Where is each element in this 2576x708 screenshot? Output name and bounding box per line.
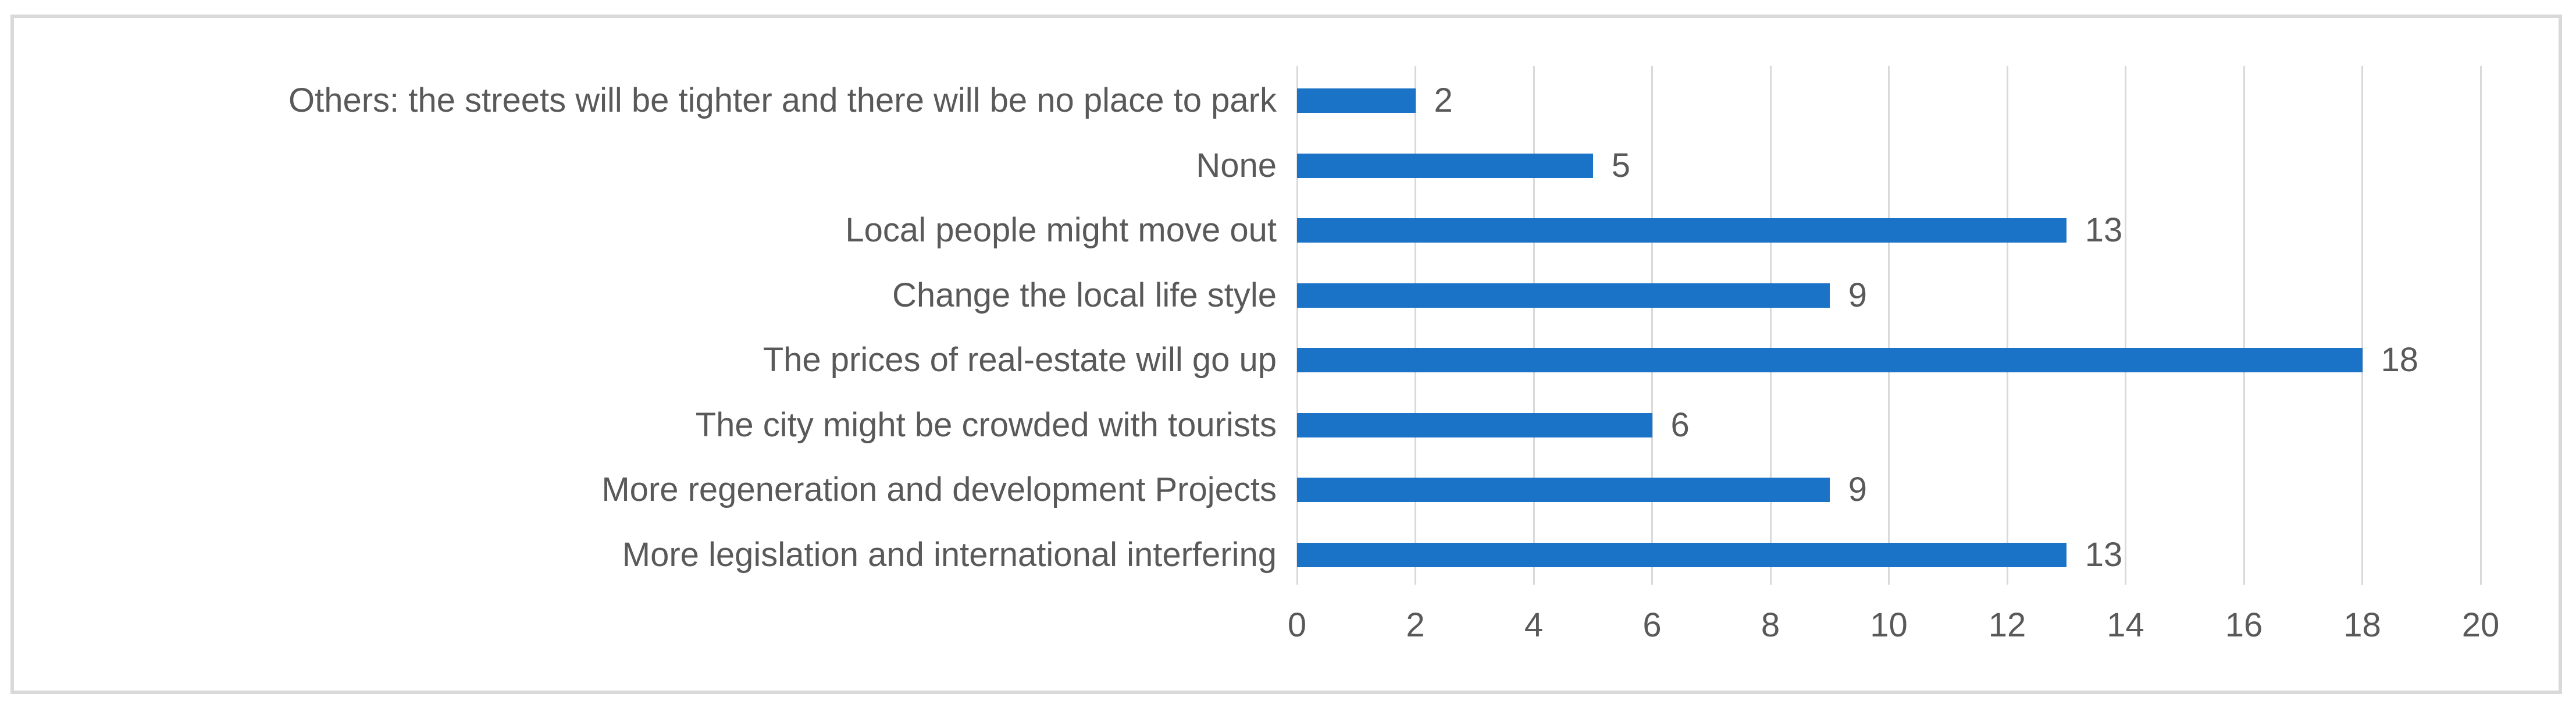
category-label: Others: the streets will be tighter and … [288,81,1277,119]
gridline-x-12 [2006,66,2008,585]
category-label: The city might be crowded with tourists [695,405,1277,444]
category-label: More legislation and international inter… [622,535,1277,574]
category-label: Local people might move out [845,211,1277,249]
value-label: 5 [1611,146,1631,184]
bar [1297,348,2363,372]
x-tick-label: 10 [1870,606,1908,644]
x-tick-label: 20 [2461,606,2500,644]
gridline-x-16 [2243,66,2245,585]
bar [1297,88,1416,113]
x-tick-label: 8 [1761,606,1780,644]
bar [1297,542,2066,567]
gridline-x-10 [1888,66,1890,585]
value-label: 9 [1848,471,1868,508]
x-tick-label: 2 [1406,606,1425,644]
value-label: 2 [1434,81,1453,119]
value-label: 13 [2085,211,2123,249]
bar [1297,153,1593,178]
bar [1297,412,1652,437]
x-tick-label: 4 [1524,606,1544,644]
gridline-x-14 [2125,66,2126,585]
gridline-x-2 [1415,66,1416,585]
gridline-x-18 [2361,66,2363,585]
gridline-x-6 [1651,66,1653,585]
value-label: 13 [2085,535,2123,574]
value-label: 9 [1848,276,1868,314]
gridline-x-20 [2479,66,2482,585]
bar [1297,218,2066,243]
value-label: 18 [2381,341,2419,379]
x-tick-label: 16 [2225,606,2263,644]
category-label: None [1196,146,1277,184]
value-label: 6 [1670,405,1690,444]
x-tick-label: 14 [2107,606,2144,644]
category-label: More regeneration and development Projec… [601,471,1277,508]
category-label: Change the local life style [892,276,1277,314]
gridline-x-0 [1296,66,1298,585]
bar [1297,478,1830,502]
x-tick-label: 6 [1642,606,1662,644]
gridline-x-8 [1769,66,1772,585]
x-tick-label: 0 [1287,606,1307,644]
category-label: The prices of real-estate will go up [763,341,1277,379]
x-tick-label: 12 [1988,606,2026,644]
x-tick-label: 18 [2343,606,2381,644]
bar [1297,283,1830,308]
gridline-x-4 [1533,66,1535,585]
